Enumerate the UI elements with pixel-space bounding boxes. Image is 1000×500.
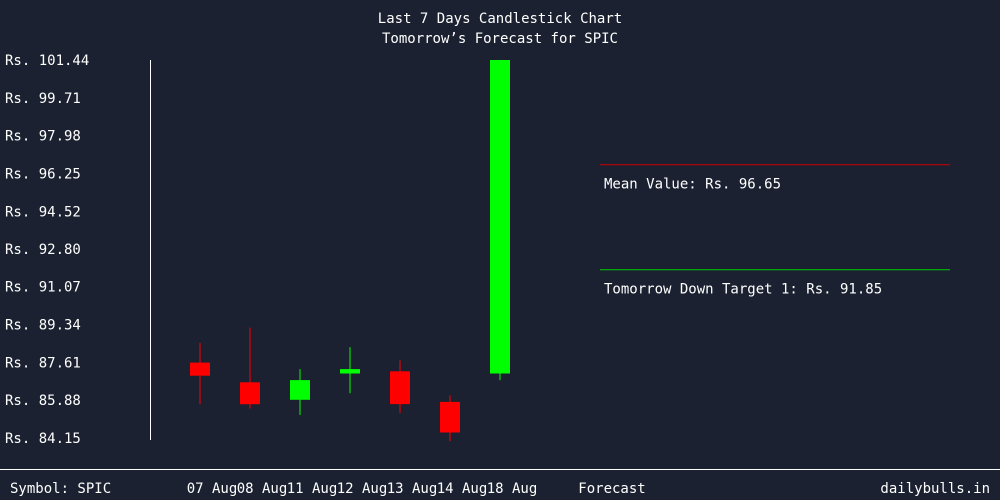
y-tick-label: Rs. 87.61: [5, 355, 81, 371]
y-tick-label: Rs. 91.07: [5, 280, 81, 296]
y-tick-label: Rs. 97.98: [5, 129, 81, 145]
candle-18-aug: [490, 60, 510, 381]
chart-subtitle: Tomorrow’s Forecast for SPIC: [382, 31, 618, 47]
candle-body: [490, 60, 510, 374]
x-tick-label: 18 Aug: [487, 481, 538, 497]
candle-12-aug: [340, 347, 360, 394]
candle-14-aug: [440, 395, 460, 442]
y-tick-label: Rs. 89.34: [5, 318, 81, 334]
y-tick-label: Rs. 85.88: [5, 393, 81, 409]
x-tick-label: 11 Aug: [287, 481, 338, 497]
y-tick-label: Rs. 92.80: [5, 242, 81, 258]
x-tick-label: 13 Aug: [387, 481, 438, 497]
x-tick-label: 08 Aug: [237, 481, 288, 497]
y-tick-label: Rs. 101.44: [5, 53, 89, 69]
y-tick-label: Rs. 84.15: [5, 431, 81, 447]
candle-body: [290, 380, 310, 400]
candles: [190, 60, 510, 442]
x-tick-label: 14 Aug: [437, 481, 488, 497]
chart-title: Last 7 Days Candlestick Chart: [378, 11, 622, 27]
candle-body: [190, 362, 210, 376]
y-tick-label: Rs. 99.71: [5, 91, 81, 107]
candle-08-aug: [240, 327, 260, 409]
candle-body: [390, 371, 410, 405]
candle-11-aug: [290, 369, 310, 415]
x-tick-label: 07 Aug: [187, 481, 238, 497]
mean-value-label: Mean Value: Rs. 96.65: [604, 177, 781, 193]
y-tick-labels: Rs. 101.44 Rs. 99.71 Rs. 97.98 Rs. 96.25 Rs.…: [5, 53, 89, 447]
candle-body: [240, 382, 260, 405]
down-target-label: Tomorrow Down Target 1: Rs. 91.85: [604, 282, 882, 298]
symbol-label: Symbol: SPIC: [10, 481, 111, 497]
y-tick-label: Rs. 94.52: [5, 204, 81, 220]
candle-13-aug: [390, 360, 410, 413]
candle-body: [440, 401, 460, 433]
forecast-lines: Mean Value: Rs. 96.65 Tomorrow Down Targe…: [600, 164, 950, 298]
x-tick-labels: 07 Aug 08 Aug 11 Aug 12 Aug 13 Aug 14 Aug 18 A…: [187, 481, 646, 497]
x-tick-label: 12 Aug: [337, 481, 388, 497]
candle-body: [340, 369, 360, 374]
brand-label: dailybulls.in: [880, 481, 990, 497]
x-label-forecast: Forecast: [578, 481, 645, 497]
candle-07-aug: [190, 342, 210, 405]
y-tick-label: Rs. 96.25: [5, 167, 81, 183]
